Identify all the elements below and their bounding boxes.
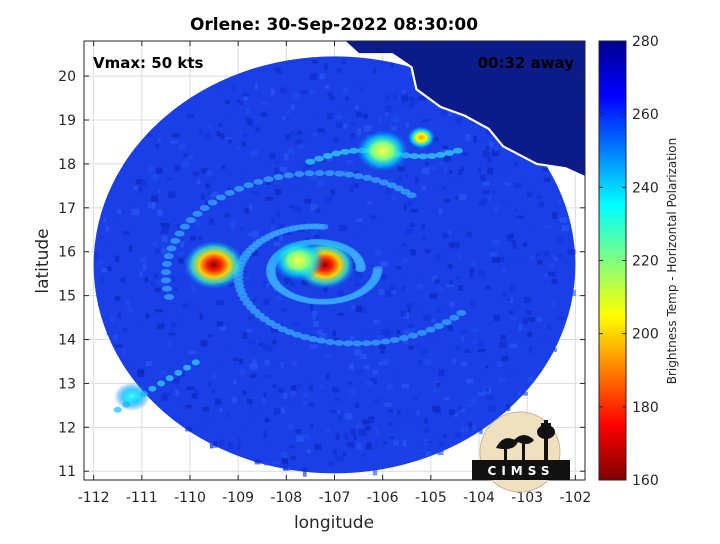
cimss-logo: CIMSS bbox=[472, 411, 570, 493]
feature-east-band-cell bbox=[407, 126, 436, 149]
mexico-coastline bbox=[343, 41, 585, 179]
colorbar-label: Brightness Temp - Horizontal Polarizatio… bbox=[665, 138, 679, 385]
x-tick-label: -112 bbox=[78, 490, 110, 506]
y-axis-ticks: 11 12 13 14 15 16 17 18 19 20 bbox=[58, 69, 585, 480]
chart-title: Orlene: 30-Sep-2022 08:30:00 bbox=[190, 15, 478, 35]
x-tick-label: -104 bbox=[463, 490, 495, 506]
y-axis-label: latitude bbox=[33, 228, 53, 293]
x-tick-label: -102 bbox=[559, 490, 591, 506]
x-tick-label: -106 bbox=[367, 490, 399, 506]
y-tick-label: 12 bbox=[58, 420, 76, 436]
x-tick-label: -111 bbox=[126, 490, 158, 506]
y-tick-label: 14 bbox=[58, 333, 76, 349]
logo-text: CIMSS bbox=[488, 464, 555, 478]
convective-features bbox=[114, 126, 436, 411]
y-tick-label: 19 bbox=[58, 113, 76, 129]
colorbar bbox=[598, 40, 627, 481]
y-tick-label: 11 bbox=[58, 464, 76, 480]
y-tick-label: 16 bbox=[58, 245, 76, 261]
feature-eyewall-inner bbox=[272, 239, 325, 282]
time-offset-annotation: 00:32 away bbox=[478, 54, 575, 72]
x-axis-ticks: -112 -111 -110 -109 -108 -107 -106 -105 -104 -103… bbox=[78, 41, 591, 506]
colorbar-tick-label: 260 bbox=[632, 107, 659, 123]
colorbar-tick-label: 160 bbox=[632, 473, 659, 489]
x-tick-label: -103 bbox=[511, 490, 543, 506]
colorbar-tick-label: 200 bbox=[632, 327, 659, 343]
y-tick-label: 18 bbox=[58, 157, 76, 173]
feature-western-band-core bbox=[184, 240, 245, 289]
y-tick-label: 15 bbox=[58, 289, 76, 305]
colorbar-tick-label: 240 bbox=[632, 180, 659, 196]
x-tick-label: -107 bbox=[319, 490, 351, 506]
y-tick-label: 13 bbox=[58, 376, 76, 392]
x-tick-label: -108 bbox=[270, 490, 302, 506]
x-axis-label: longitude bbox=[294, 513, 374, 533]
x-tick-label: -109 bbox=[222, 490, 254, 506]
colorbar-tick-label: 180 bbox=[632, 400, 659, 416]
vmax-annotation: Vmax: 50 kts bbox=[93, 54, 203, 72]
colorbar-ticks: 160 180 200 220 240 260 280 bbox=[599, 34, 659, 489]
x-tick-label: -110 bbox=[174, 490, 206, 506]
colorbar-tick-label: 220 bbox=[632, 254, 659, 270]
colorbar-tick-label: 280 bbox=[632, 34, 659, 50]
feature-southwest-band-cell bbox=[114, 382, 151, 411]
y-tick-label: 20 bbox=[58, 69, 76, 85]
swath-texture bbox=[94, 58, 577, 477]
x-tick-label: -105 bbox=[415, 490, 447, 506]
feature-northeast-band-cell bbox=[356, 129, 409, 172]
y-tick-label: 17 bbox=[58, 201, 76, 217]
